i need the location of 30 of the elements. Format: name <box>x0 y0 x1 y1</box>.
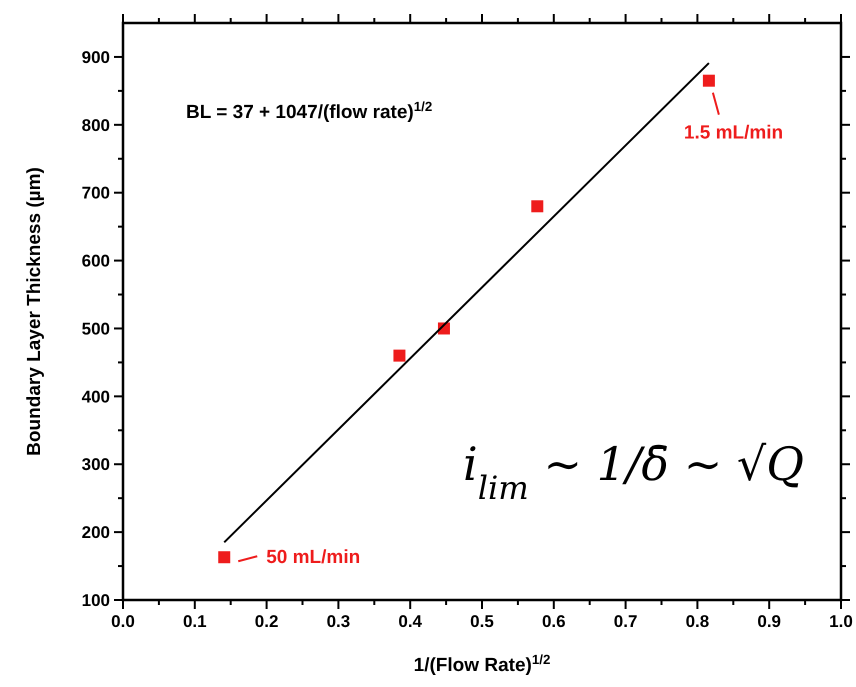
x-tick-label: 0.9 <box>757 612 782 631</box>
annotation: 1.5 mL/min <box>684 122 784 144</box>
x-tick-label: 1.0 <box>829 612 853 631</box>
y-tick-label: 500 <box>82 319 110 338</box>
y-tick-label: 600 <box>82 252 110 271</box>
point <box>218 551 230 564</box>
annotation: i$_{lim}$ ~ 1/δ̄ ~ √Q <box>463 437 804 507</box>
annotation: BL = 37 + 1047/(flow rate)$^{1/2}$ <box>186 98 432 123</box>
annotation: 50 mL/min <box>266 547 360 568</box>
x-tick-label: 0.0 <box>111 612 135 631</box>
y-axis-title: Boundary Layer Thickness (µm) <box>24 167 45 456</box>
y-tick-label: 100 <box>82 590 110 610</box>
y-tick-label: 300 <box>82 455 110 474</box>
point <box>393 350 406 362</box>
x-tick-label: 0.4 <box>398 612 423 631</box>
x-tick-label: 0.6 <box>542 612 566 631</box>
point <box>531 200 544 212</box>
y-tick-label: 800 <box>82 116 110 135</box>
x-tick-label: 0.3 <box>326 612 350 631</box>
y-tick-label: 700 <box>82 184 110 203</box>
point <box>702 74 715 87</box>
x-tick-label: 0.7 <box>614 612 638 631</box>
x-tick-label: 0.5 <box>470 612 494 631</box>
x-tick-label: 0.8 <box>686 612 710 631</box>
y-tick-label: 400 <box>82 387 110 406</box>
x-axis-title: 1/(Flow Rate)$^{1/2}$ <box>414 652 550 676</box>
y-tick-label: 200 <box>82 523 110 542</box>
x-tick-label: 0.1 <box>182 612 207 631</box>
x-tick-label: 0.2 <box>254 612 278 631</box>
y-tick-label: 900 <box>82 48 110 67</box>
